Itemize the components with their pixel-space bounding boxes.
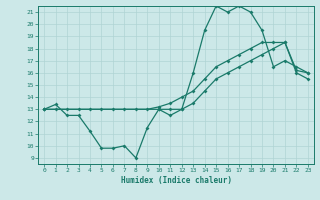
X-axis label: Humidex (Indice chaleur): Humidex (Indice chaleur): [121, 176, 231, 185]
